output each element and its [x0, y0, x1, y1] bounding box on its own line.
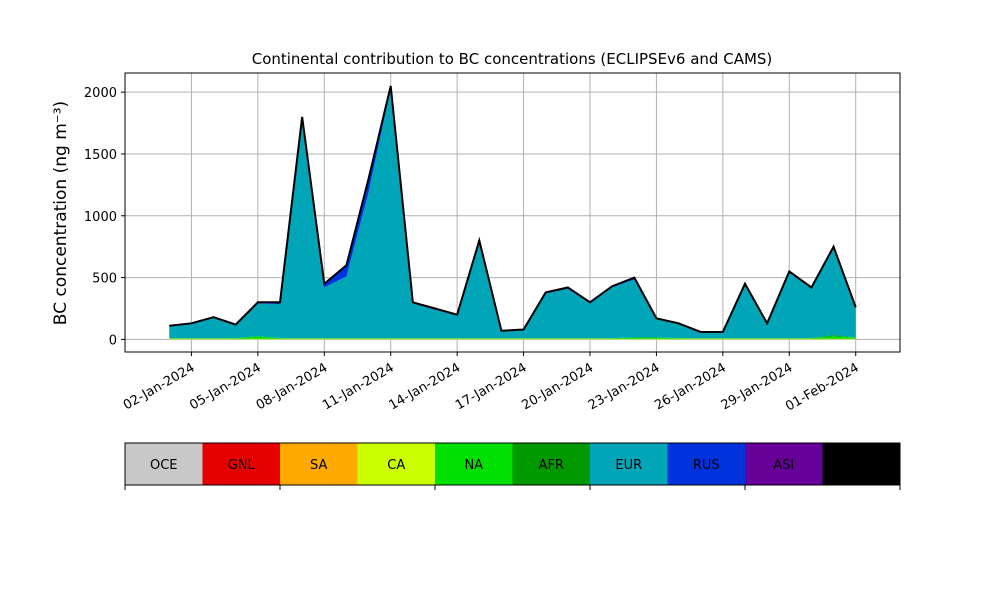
x-tick-label: 17-Jan-2024 — [453, 360, 530, 413]
legend-label: NA — [464, 458, 483, 473]
legend-swatch — [745, 443, 823, 485]
legend-label: CA — [387, 458, 405, 473]
x-tick-label: 05-Jan-2024 — [187, 360, 264, 413]
area — [169, 336, 856, 339]
legend-swatch — [590, 443, 668, 485]
y-tick-label: 0 — [109, 333, 117, 348]
x-tick-label: 29-Jan-2024 — [719, 360, 796, 413]
legend-label: EUR — [615, 458, 642, 473]
area — [169, 85, 856, 332]
legend-swatch — [125, 443, 203, 485]
area — [169, 338, 856, 340]
y-tick-label: 1000 — [84, 210, 117, 225]
legend-swatch — [512, 443, 590, 485]
x-tick-label: 02-Jan-2024 — [121, 360, 198, 413]
area-outline — [169, 85, 857, 333]
x-tick-label: 23-Jan-2024 — [586, 360, 663, 413]
chart-title: Continental contribution to BC concentra… — [252, 50, 773, 68]
legend-label: AFR — [539, 458, 564, 473]
y-tick-label: 1500 — [84, 148, 117, 163]
legend-frame — [124, 442, 901, 486]
plot-frame — [124, 72, 901, 353]
y-axis-label: BC concentration (ng m⁻³) — [51, 101, 71, 325]
legend-swatch — [822, 443, 900, 485]
area — [169, 88, 856, 339]
legend-swatch — [667, 443, 745, 485]
area — [169, 85, 856, 332]
legend-swatch — [280, 443, 358, 485]
y-tick-label: 2000 — [84, 86, 117, 101]
legend-swatch — [357, 443, 435, 485]
legend-label: RUS — [693, 458, 720, 473]
x-tick-label: 11-Jan-2024 — [320, 360, 397, 413]
x-tick-label: 20-Jan-2024 — [519, 360, 596, 413]
legend-label: OCE — [150, 458, 178, 473]
legend-label: GNL — [228, 458, 256, 473]
x-tick-label: 01-Feb-2024 — [783, 360, 862, 414]
colorbar-ticks — [124, 485, 901, 490]
legend-label: ASI — [773, 458, 794, 473]
x-tick-label: 26-Jan-2024 — [652, 360, 729, 413]
legend-swatch — [202, 443, 280, 485]
x-tick-label: 08-Jan-2024 — [254, 360, 331, 413]
legend-label: AUS — [848, 458, 875, 473]
legend-swatch — [435, 443, 513, 485]
y-tick-label: 500 — [92, 272, 117, 287]
legend-label: SA — [310, 458, 327, 473]
x-tick-label: 14-Jan-2024 — [387, 360, 464, 413]
